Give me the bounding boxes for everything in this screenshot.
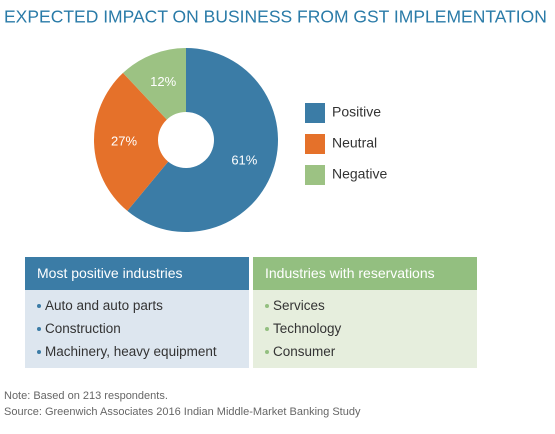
box-item: Services xyxy=(253,294,477,317)
bullet xyxy=(265,327,269,332)
item-text: Auto and auto parts xyxy=(45,298,163,313)
box-item: Auto and auto parts xyxy=(25,294,249,317)
legend-swatch xyxy=(305,134,325,154)
pie-slice xyxy=(123,48,186,120)
box-body: Services Technology Consumer xyxy=(253,290,477,368)
pie-slice xyxy=(94,72,169,211)
legend-label: Neutral xyxy=(332,135,377,151)
bullet xyxy=(265,350,269,355)
pie-slice xyxy=(127,48,278,232)
bullet xyxy=(265,304,269,309)
note: Note: Based on 213 respondents. xyxy=(4,390,168,402)
chart-title: EXPECTED IMPACT ON BUSINESS FROM GST IMP… xyxy=(4,7,547,27)
legend-label: Negative xyxy=(332,166,387,182)
item-text: Consumer xyxy=(273,344,336,359)
chart: EXPECTED IMPACT ON BUSINESS FROM GST IMP… xyxy=(4,7,547,232)
box-item: Construction xyxy=(25,317,249,340)
source: Source: Greenwich Associates 2016 Indian… xyxy=(4,406,361,418)
box-body: Auto and auto parts Construction Machinery… xyxy=(25,290,249,368)
slice-label: 27% xyxy=(111,133,137,148)
box-item: Technology xyxy=(253,317,477,340)
slice-label: 61% xyxy=(231,152,257,167)
box-item: Consumer xyxy=(253,340,477,363)
item-text: Machinery, heavy equipment xyxy=(45,344,217,359)
legend-swatch xyxy=(305,103,325,123)
box-header: Industries with reservations xyxy=(253,257,477,290)
slice-label: 12% xyxy=(150,74,176,89)
item-text: Services xyxy=(273,298,325,313)
industry-box: Most positive industries Auto and auto pa… xyxy=(25,257,249,368)
bullet xyxy=(37,304,41,309)
industry-box: Industries with reservations Services Tech… xyxy=(253,257,477,368)
box-header: Most positive industries xyxy=(25,257,249,290)
bullet xyxy=(37,327,41,332)
bullet xyxy=(37,350,41,355)
box-item: Machinery, heavy equipment xyxy=(25,340,249,363)
item-text: Construction xyxy=(45,321,121,336)
item-text: Technology xyxy=(273,321,342,336)
legend-swatch xyxy=(305,165,325,185)
legend-label: Positive xyxy=(332,104,381,120)
